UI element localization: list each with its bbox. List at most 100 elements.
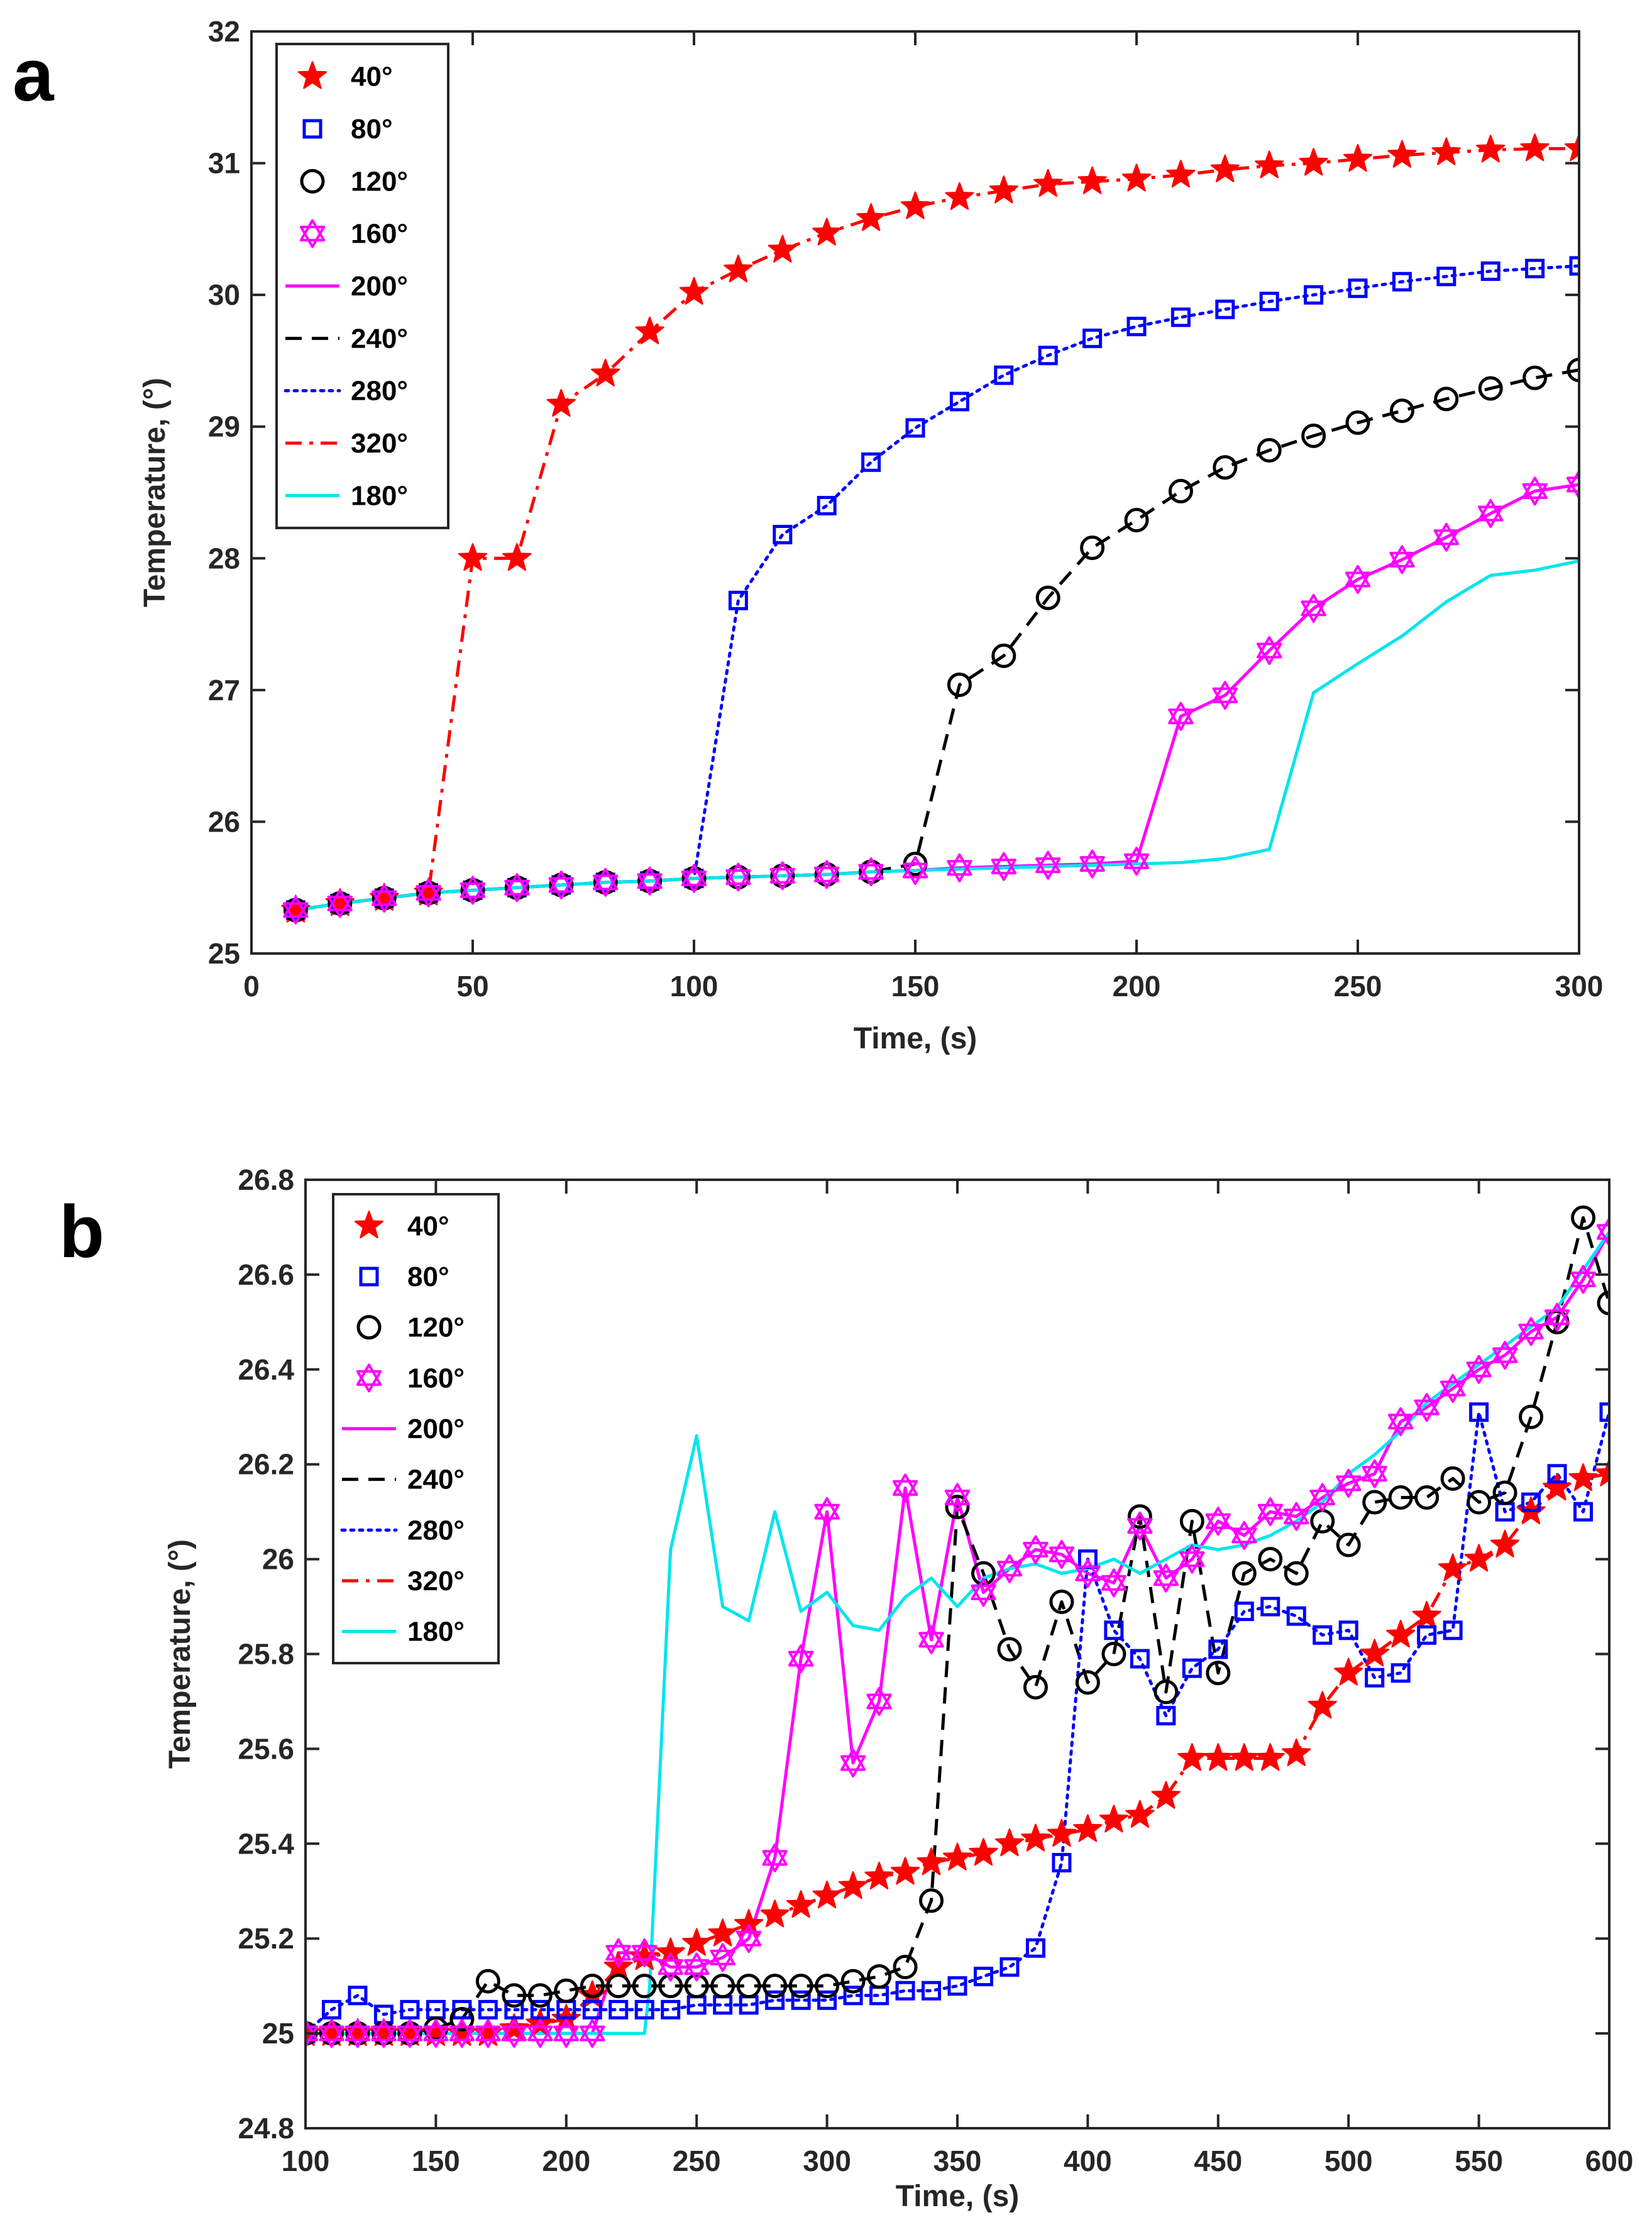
x-tick-label: 600 — [1585, 2145, 1634, 2177]
y-tick-label: 25.4 — [238, 1827, 294, 1860]
x-tick-label: 350 — [933, 2145, 982, 2177]
data-point-80-41 — [1365, 1668, 1385, 1688]
plot-area — [251, 31, 1579, 953]
data-point-160-19 — [788, 1644, 814, 1674]
data-point-120-19 — [788, 1974, 813, 1999]
data-point-40-17 — [734, 1909, 764, 1937]
data-point-40-36 — [1230, 1743, 1259, 1771]
plot-area — [306, 1180, 1609, 2128]
data-point-160-28 — [1023, 1535, 1049, 1564]
data-point-40-21 — [1210, 154, 1240, 182]
legend-label: 180° — [351, 480, 408, 511]
data-point-40-18 — [1077, 166, 1107, 194]
data-point-40-41 — [1360, 1639, 1389, 1667]
y-tick-label: 32 — [208, 15, 240, 48]
data-point-120-26 — [971, 1561, 996, 1586]
data-point-160-26 — [1433, 522, 1459, 552]
data-point-40-40 — [1334, 1657, 1363, 1686]
data-point-120-10 — [554, 1978, 579, 2003]
legend-marker-80 — [302, 119, 322, 139]
y-tick-label: 29 — [208, 410, 240, 443]
data-point-80-7 — [478, 1999, 498, 2019]
data-point-120-34 — [1179, 1508, 1204, 1534]
data-point-80-2 — [348, 1986, 368, 2006]
data-point-120-4 — [397, 2021, 422, 2046]
data-point-160-1 — [327, 889, 353, 918]
chart-panel-b: 100 150 200 250 300 350 400 450 500 550 600 24.8 25 2… — [59, 1163, 1633, 2213]
data-point-120-8 — [502, 1983, 527, 2008]
data-point-40-10 — [724, 255, 753, 283]
data-point-160-21 — [1212, 681, 1238, 710]
data-point-40-22 — [864, 1861, 894, 1889]
data-point-120-25 — [945, 1495, 970, 1520]
data-point-120-20 — [1168, 478, 1193, 503]
data-point-120-42 — [1388, 1485, 1413, 1510]
data-point-120-35 — [1206, 1661, 1231, 1686]
data-point-40-14 — [656, 1937, 685, 1965]
data-point-80-20 — [817, 1990, 837, 2010]
data-point-40-35 — [1203, 1743, 1233, 1771]
data-point-160-36 — [1231, 1520, 1257, 1550]
data-point-160-13 — [632, 1938, 658, 1967]
data-point-120-23 — [893, 1954, 918, 1979]
x-tick-label: 300 — [803, 2145, 851, 2177]
plot-series — [281, 133, 1579, 925]
data-point-160-29 — [1566, 470, 1579, 499]
data-point-80-18 — [765, 1990, 785, 2010]
x-tick-label: 150 — [891, 970, 940, 1003]
legend-marker-40 — [297, 61, 328, 89]
data-point-120-17 — [1035, 585, 1060, 610]
data-point-120-24 — [919, 1888, 944, 1913]
y-tick-label: 25 — [208, 937, 240, 970]
legend: 40° 80° 120° 160° 200° 240° 280° 320° 180° — [332, 1193, 500, 1664]
data-point-80-6 — [452, 1999, 472, 2019]
legend-label: 180° — [407, 1617, 465, 1647]
data-point-80-15 — [949, 392, 969, 412]
panel-label: a — [13, 34, 55, 117]
data-point-80-9 — [530, 1999, 550, 2019]
data-point-160-30 — [1075, 1559, 1101, 1588]
data-point-160-23 — [892, 1473, 918, 1503]
data-point-40-49 — [1568, 1463, 1598, 1492]
data-point-80-13 — [634, 1999, 654, 2019]
data-point-120-15 — [947, 672, 972, 697]
data-point-40-9 — [679, 277, 709, 305]
legend-marker-160 — [299, 219, 326, 248]
data-point-160-45 — [1466, 1355, 1492, 1384]
data-point-80-18 — [1082, 328, 1103, 348]
data-point-80-48 — [1547, 1464, 1567, 1484]
y-tick-label: 31 — [208, 147, 240, 180]
x-tick-label: 50 — [456, 970, 488, 1003]
data-point-160-44 — [1440, 1373, 1466, 1403]
data-point-40-17 — [1033, 168, 1063, 197]
data-point-120-16 — [991, 643, 1016, 668]
data-point-80-14 — [661, 1999, 681, 2019]
data-point-120-46 — [1492, 1480, 1517, 1505]
legend-label: 200° — [407, 1414, 465, 1444]
data-point-160-42 — [1387, 1407, 1414, 1436]
data-point-120-24 — [1345, 410, 1370, 435]
data-point-40-19 — [786, 1890, 816, 1918]
data-point-160-46 — [1492, 1341, 1518, 1370]
data-point-40-14 — [900, 191, 930, 219]
data-point-80-26 — [1436, 267, 1457, 287]
data-point-160-0 — [306, 2019, 319, 2048]
data-point-160-20 — [1168, 701, 1194, 731]
data-point-160-17 — [735, 1924, 762, 1953]
data-point-120-12 — [606, 1974, 631, 1999]
data-point-160-26 — [971, 1578, 996, 1607]
data-point-120-16 — [710, 1974, 735, 1999]
data-point-80-13 — [861, 452, 881, 472]
data-point-160-29 — [1049, 1540, 1075, 1569]
data-point-80-16 — [994, 365, 1014, 385]
data-point-120-40 — [1336, 1532, 1361, 1558]
data-point-40-20 — [812, 1881, 842, 1909]
data-point-160-13 — [858, 857, 884, 887]
y-tick-label: 26.6 — [238, 1258, 294, 1291]
data-point-80-23 — [895, 1981, 915, 2001]
data-point-160-6 — [449, 2019, 475, 2048]
data-point-80-25 — [947, 1976, 967, 1996]
data-point-120-41 — [1362, 1490, 1387, 1515]
data-point-80-27 — [1480, 261, 1501, 281]
